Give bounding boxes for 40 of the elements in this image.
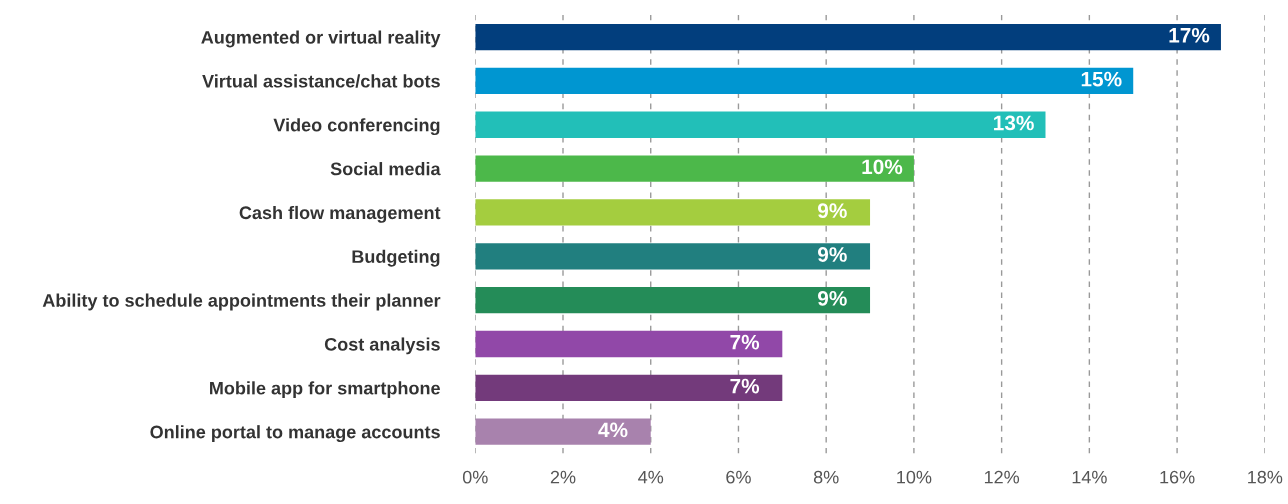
x-tick-label: 10% — [897, 470, 932, 484]
data-label: 7% — [730, 378, 760, 394]
bar — [475, 286, 871, 314]
x-tick-label: 14% — [1072, 470, 1107, 484]
y-tick-label: Cost analysis — [324, 337, 440, 355]
data-label: 9% — [817, 247, 847, 262]
x-tick-label: 0% — [462, 470, 488, 484]
x-tick-label: 6% — [726, 470, 751, 484]
data-label: 15% — [1081, 71, 1122, 87]
y-tick-label: Mobile app for smartphone — [210, 381, 440, 399]
x-tick-label: 18% — [1248, 470, 1283, 484]
bar — [475, 23, 1221, 51]
data-label: 4% — [598, 422, 628, 438]
y-tick-label: Augmented or virtual reality — [201, 30, 441, 48]
y-tick-label: Ability to schedule appointments their planner — [42, 293, 441, 311]
data-label: 7% — [730, 334, 760, 350]
bar — [475, 418, 651, 445]
data-label: 13% — [994, 115, 1034, 131]
y-tick-label: Online portal to manage accounts — [150, 425, 440, 443]
y-tick-label: Cash flow management — [239, 205, 441, 223]
y-tick-label: Social media — [330, 162, 441, 176]
y-tick-label: Video conferencing — [273, 118, 440, 136]
bar — [475, 67, 1134, 95]
bar — [475, 199, 871, 226]
data-label: 10% — [862, 159, 903, 175]
bar — [475, 155, 914, 182]
bar — [475, 374, 783, 401]
x-tick-label: 2% — [550, 470, 576, 484]
bar — [475, 330, 783, 358]
data-label: 9% — [817, 290, 847, 306]
x-tick-label: 16% — [1160, 470, 1195, 484]
data-label: 9% — [817, 203, 847, 219]
x-tick-label: 4% — [638, 470, 664, 484]
data-label: 17% — [1169, 27, 1210, 43]
bar — [475, 111, 1046, 138]
x-tick-label: 8% — [813, 470, 839, 484]
bar — [475, 243, 871, 270]
x-tick-label: 12% — [984, 470, 1020, 484]
y-tick-label: Virtual assistance/chat bots — [202, 74, 440, 88]
y-tick-label: Budgeting — [352, 249, 440, 267]
